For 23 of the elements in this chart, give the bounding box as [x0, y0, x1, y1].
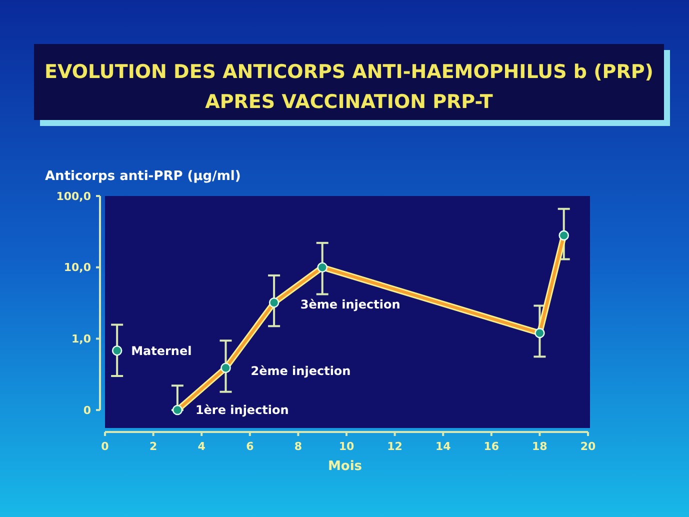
- y-tick-label: 10,0: [64, 261, 92, 274]
- y-tick-label: 1,0: [72, 332, 92, 346]
- x-tick-label: 0: [101, 440, 110, 453]
- x-tick-label: 18: [532, 440, 548, 453]
- x-tick-label: 12: [387, 440, 402, 453]
- x-tick-label: 16: [484, 440, 500, 453]
- x-tick-label: 20: [580, 440, 596, 453]
- annotation: 3ème injection: [300, 298, 400, 312]
- x-tick-label: 14: [435, 440, 452, 453]
- annotation: 2ème injection: [250, 364, 351, 378]
- x-tick-label: 2: [149, 440, 158, 453]
- y-tick-label: 100,0: [56, 190, 92, 203]
- annotation: Maternel: [131, 344, 192, 358]
- x-tick-label: 8: [294, 440, 302, 453]
- annotation: 1ère injection: [195, 403, 289, 418]
- y-axis-title: Anticorps anti-PRP (µg/ml): [45, 169, 241, 184]
- point: [112, 345, 122, 356]
- x-tick-label: 10: [338, 440, 354, 453]
- x-tick-label: 4: [198, 440, 206, 453]
- x-axis-title: Mois: [328, 459, 362, 474]
- y-tick-label: 0: [83, 404, 92, 417]
- x-tick-label: 6: [246, 440, 254, 453]
- chart-title: EVOLUTION DES ANTICORPS ANTI-HAEMOPHILUS b (PRP) APRES VACCINATION PRP-T: [44, 61, 654, 113]
